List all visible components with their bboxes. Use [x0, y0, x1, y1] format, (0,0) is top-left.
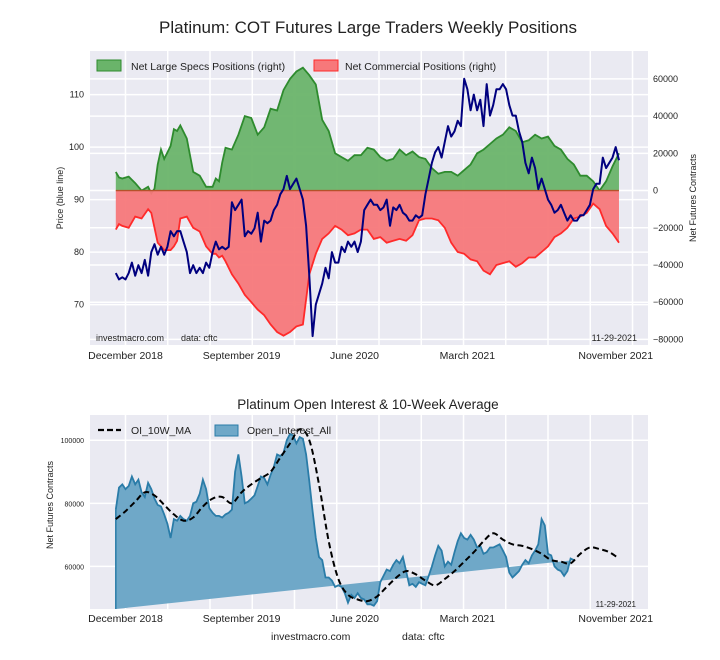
specs-line: [115, 66, 620, 196]
bottom-series-group: [114, 428, 620, 609]
top-date-annotation: 11-29-2021: [592, 333, 637, 343]
bottom-x-tick-label: December 2018: [88, 613, 163, 625]
commercial-area: [115, 190, 620, 336]
top-x-tick-label: November 2021: [578, 350, 653, 362]
top-right-tick-label: 0: [653, 186, 658, 196]
top-plot: December 2018 September 2019 June 2020 Marc…: [55, 51, 698, 362]
top-left-tick-label: 90: [74, 195, 84, 205]
top-right-tick-label: −40000: [653, 260, 683, 270]
bottom-x-tick-label: September 2019: [203, 613, 281, 625]
legend-label-oi: Open_Interest_All: [247, 425, 331, 437]
top-right-tick-label: 60000: [653, 74, 678, 84]
footer-data: data: cftc: [402, 631, 445, 643]
top-left-tick-label: 70: [74, 300, 84, 310]
bottom-y-tick-labels: 60000 80000 100000: [61, 438, 84, 571]
commercial-line: [115, 202, 620, 337]
top-left-tick-label: 110: [70, 90, 84, 100]
top-right-tick-label: −80000: [653, 334, 683, 344]
legend-swatch-oi: [214, 424, 239, 437]
legend-label-specs: Net Large Specs Positions (right): [131, 61, 285, 73]
top-right-tick-label: −20000: [653, 223, 683, 233]
legend-swatch-specs: [96, 59, 122, 72]
top-left-tick-label: 100: [69, 142, 84, 152]
bottom-chart-title: Platinum Open Interest & 10-Week Average: [237, 397, 498, 412]
footer-source: investmacro.com: [271, 631, 351, 643]
legend-label-commercial: Net Commercial Positions (right): [345, 61, 496, 73]
bottom-plot: December 2018 September 2019 June 2020 Marc…: [45, 415, 653, 625]
bottom-x-tick-label: June 2020: [330, 613, 379, 625]
top-left-axis-label: Price (blue line): [55, 167, 65, 230]
top-x-tick-labels: December 2018 September 2019 June 2020 Marc…: [88, 350, 653, 362]
top-source-annotation: investmacro.com: [96, 333, 164, 343]
bottom-y-tick-label: 80000: [65, 501, 85, 508]
top-right-tick-label: 40000: [653, 111, 678, 121]
bottom-y-tick-label: 100000: [61, 438, 84, 445]
top-series-group: [114, 66, 620, 338]
bottom-x-tick-labels: December 2018 September 2019 June 2020 Marc…: [88, 613, 653, 625]
oi-10w-ma-line: [115, 428, 620, 603]
top-right-axis-label: Net Futures Contracts: [688, 153, 698, 242]
bottom-x-tick-label: November 2021: [578, 613, 653, 625]
bottom-legend: OI_10W_MA Open_Interest_All: [98, 424, 331, 437]
top-right-tick-label: −60000: [653, 297, 683, 307]
top-x-tick-label: December 2018: [88, 350, 163, 362]
top-x-tick-label: June 2020: [330, 350, 379, 362]
bottom-date-annotation: 11-29-2021: [596, 600, 637, 609]
specs-area: [115, 67, 620, 194]
top-data-annotation: data: cftc: [181, 333, 218, 343]
bottom-x-tick-label: March 2021: [440, 613, 496, 625]
top-x-tick-label: March 2021: [440, 350, 496, 362]
top-left-tick-label: 80: [74, 247, 84, 257]
top-right-tick-labels: −80000 −60000 −40000 −20000 0 20000 40000 60000: [653, 74, 683, 345]
top-left-tick-labels: 70 80 90 100 110: [69, 90, 84, 310]
legend-swatch-commercial: [313, 59, 339, 72]
legend-label-oi-ma: OI_10W_MA: [131, 425, 191, 437]
top-legend: Net Large Specs Positions (right) Net Co…: [96, 59, 496, 73]
bottom-y-axis-label: Net Futures Contracts: [45, 460, 55, 549]
top-right-tick-label: 20000: [653, 148, 678, 158]
top-x-tick-label: September 2019: [203, 350, 281, 362]
open-interest-line: [114, 432, 575, 607]
price-line: [114, 77, 620, 338]
bottom-y-tick-label: 60000: [65, 564, 85, 571]
top-chart-title: Platinum: COT Futures Large Traders Week…: [159, 18, 577, 37]
